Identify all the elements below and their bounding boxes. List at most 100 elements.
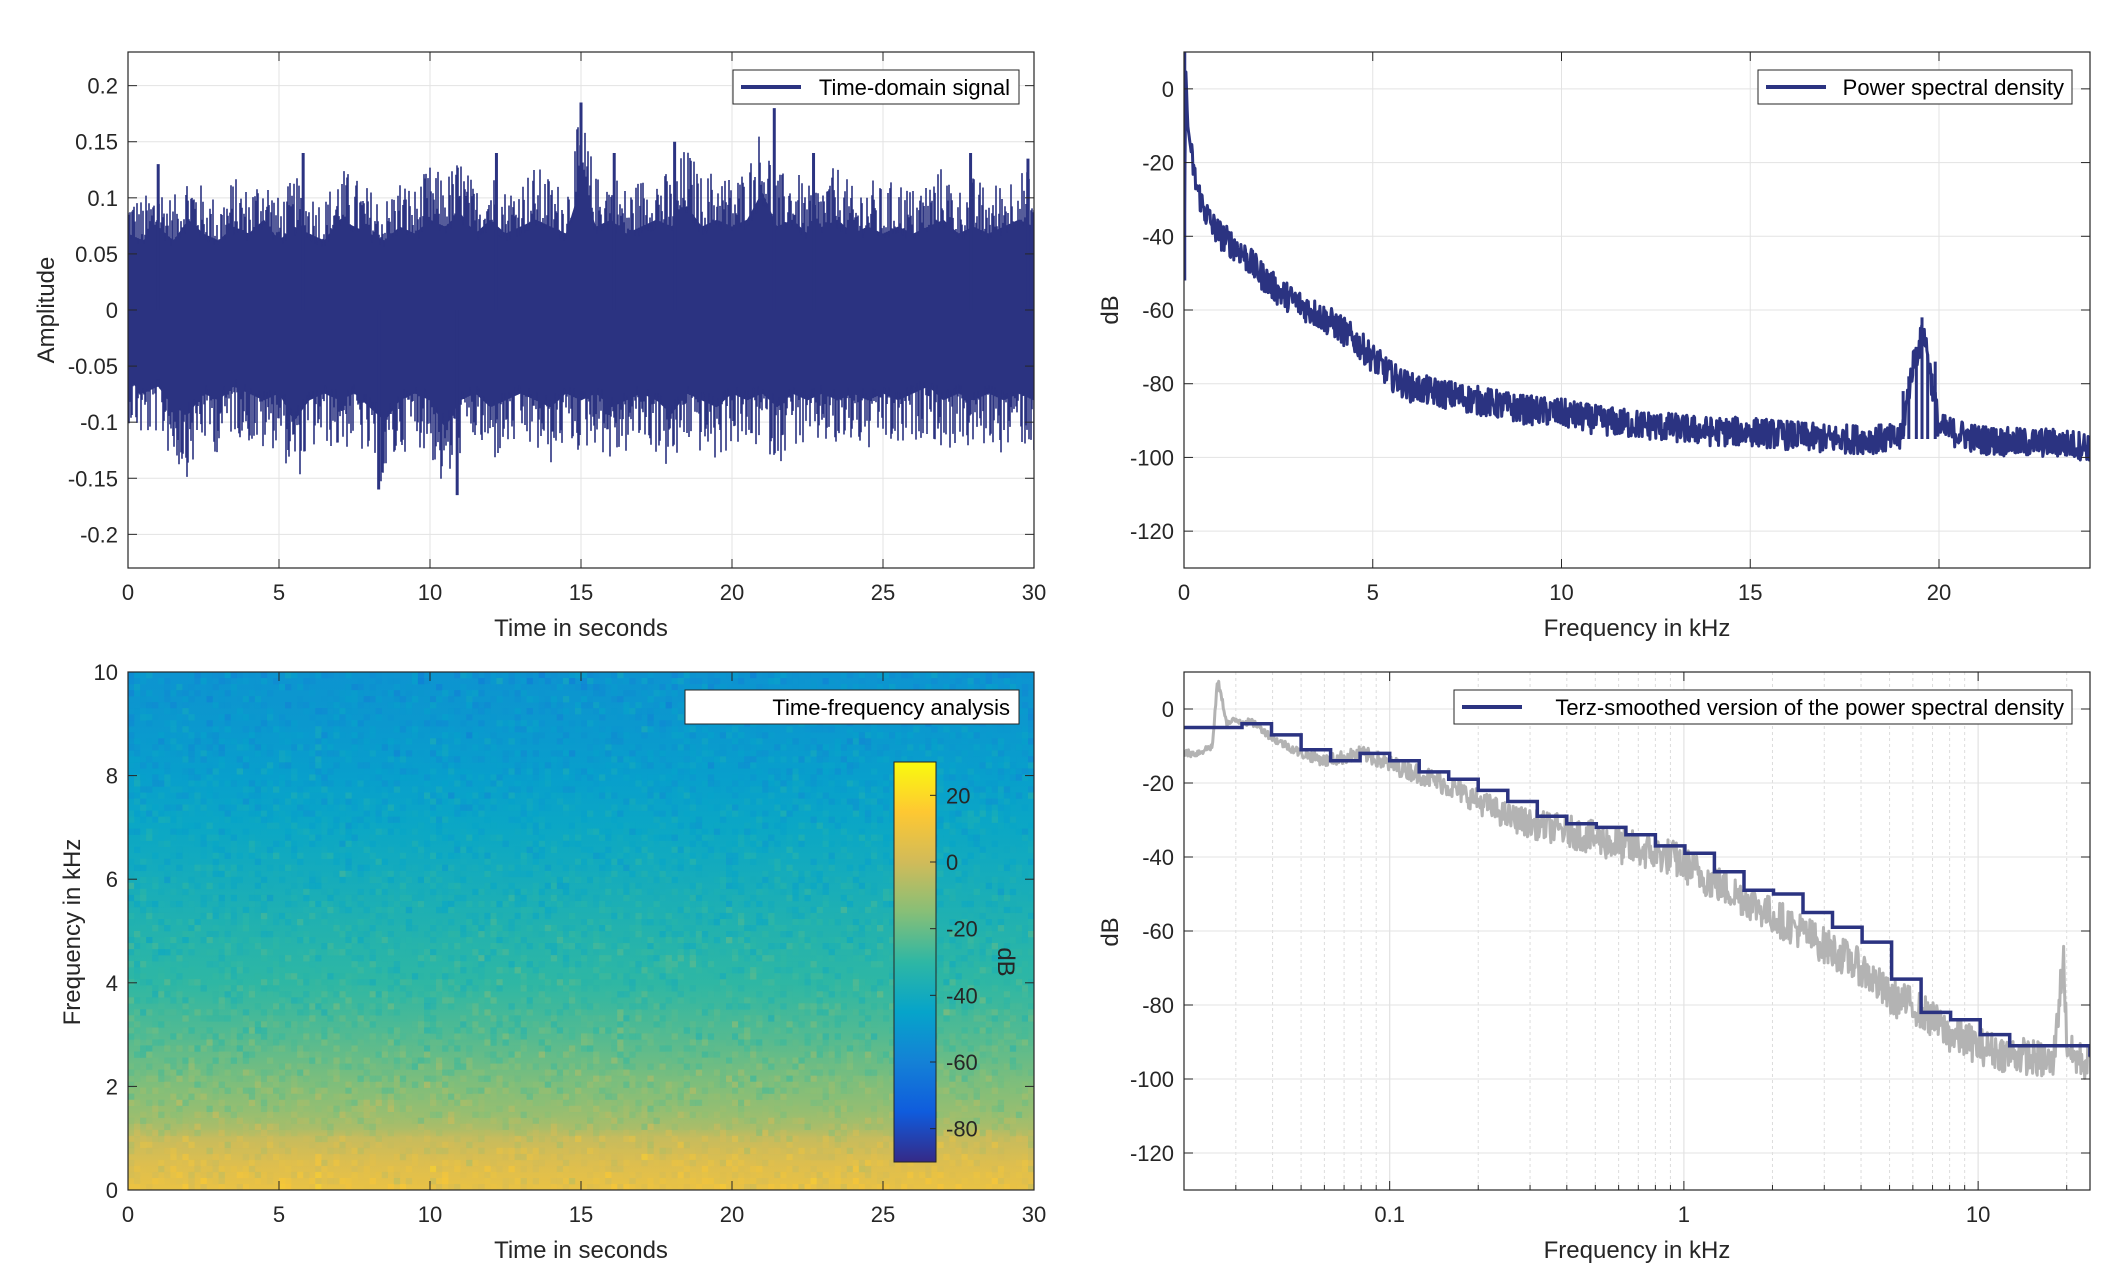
spectrogram-cell: [526, 919, 533, 926]
spectrogram-cell: [297, 919, 304, 926]
spectrogram-cell: [176, 1033, 183, 1040]
spectrogram-cell: [997, 726, 1005, 733]
spectrogram-cell: [218, 900, 225, 908]
spectrogram-cell: [641, 708, 648, 715]
spectrogram-cell: [840, 1063, 847, 1070]
spectrogram-cell: [532, 732, 539, 739]
spectrogram-cell: [979, 967, 986, 974]
spectrogram-cell: [581, 979, 588, 986]
spectrogram-cell: [629, 1027, 636, 1034]
spectrogram-cell: [260, 846, 268, 853]
y-tick-label: -120: [1130, 519, 1174, 544]
spectrogram-cell: [587, 967, 594, 974]
spectrogram-cell: [967, 919, 974, 926]
spectrogram-cell: [762, 1003, 769, 1010]
spectrogram-cell: [375, 810, 382, 817]
spectrogram-cell: [689, 882, 696, 890]
spectrogram-cell: [327, 900, 334, 908]
spectrogram-cell: [538, 834, 545, 841]
spectrogram-cell: [804, 804, 811, 811]
spectrogram-cell: [629, 1003, 636, 1010]
spectrogram-cell: [840, 840, 847, 847]
spectrogram-cell: [719, 732, 727, 739]
spectrogram-cell: [460, 756, 467, 763]
spectrogram-cell: [713, 1051, 721, 1058]
spectrogram-cell: [417, 1057, 425, 1064]
spectrogram-cell: [605, 979, 612, 986]
spectrogram-cell: [550, 979, 558, 986]
spectrogram-cell: [792, 906, 799, 914]
spectrogram-cell: [230, 798, 237, 805]
spectrogram-cell: [466, 726, 473, 733]
spectrogram-cell: [532, 997, 539, 1004]
spectrogram-cell: [206, 768, 213, 775]
spectrogram-cell: [810, 1003, 817, 1010]
spectrogram-cell: [744, 1027, 751, 1034]
spectrogram-cell: [363, 744, 370, 751]
spectrogram-cell: [351, 684, 358, 691]
spectrogram-cell: [411, 1033, 419, 1040]
spectrogram-cell: [943, 858, 950, 865]
spectrogram-cell: [780, 955, 787, 962]
spectrogram-cell: [430, 1039, 437, 1046]
spectrogram-cell: [466, 732, 473, 739]
spectrogram-cell: [798, 756, 805, 763]
spectrogram-cell: [858, 955, 866, 962]
spectrogram-cell: [369, 1003, 376, 1010]
spectrogram-cell: [623, 973, 630, 980]
spectrogram-cell: [200, 834, 207, 841]
spectrogram-cell: [762, 888, 769, 896]
spectrogram-cell: [218, 678, 225, 685]
spectrogram-cell: [478, 804, 485, 811]
spectrogram-cell: [544, 780, 552, 787]
spectrogram-cell: [810, 912, 817, 920]
spectrogram-cell: [520, 973, 527, 980]
spectrogram-cell: [701, 780, 709, 787]
spectrogram-cell: [1003, 672, 1011, 679]
spectrogram-cell: [864, 1033, 872, 1040]
spectrogram-cell: [877, 1051, 884, 1058]
spectrogram-cell: [363, 979, 370, 986]
spectrogram-cell: [339, 810, 346, 817]
spectrogram-cell: [484, 888, 491, 896]
spectrogram-cell: [756, 919, 763, 926]
spectrogram-cell: [430, 720, 437, 727]
spectrogram-cell: [297, 702, 304, 709]
spectrogram-cell: [810, 726, 817, 733]
spectrogram-cell: [647, 762, 654, 769]
spectrogram-cell: [671, 672, 678, 679]
spectrogram-cell: [212, 906, 219, 914]
spectrogram-cell: [544, 925, 552, 932]
spectrogram-cell: [544, 931, 552, 938]
spectrogram-cell: [387, 690, 394, 697]
spectrogram-cell: [526, 828, 533, 835]
spectrogram-cell: [200, 900, 207, 908]
spectrogram-cell: [1009, 822, 1017, 829]
spectrogram-cell: [351, 1033, 358, 1040]
spectrogram-cell: [218, 967, 225, 974]
spectrogram-cell: [762, 949, 769, 956]
spectrogram-cell: [279, 961, 286, 968]
spectrogram-cell: [629, 864, 636, 871]
spectrogram-cell: [562, 949, 570, 956]
spectrogram-cell: [877, 732, 884, 739]
spectrogram-cell: [405, 1063, 413, 1070]
spectrogram-cell: [568, 967, 576, 974]
spectrogram-cell: [242, 834, 250, 841]
spectrogram-cell: [454, 967, 461, 974]
spectrogram-cell: [454, 798, 461, 805]
spectrogram-cell: [430, 702, 437, 709]
spectrogram-cell: [834, 985, 841, 992]
spectrogram-cell: [707, 906, 715, 914]
spectrogram-cell: [315, 672, 322, 679]
spectrogram-cell: [399, 888, 407, 896]
spectrogram-cell: [943, 870, 950, 878]
spectrogram-cell: [943, 985, 950, 992]
spectrogram-cell: [701, 726, 709, 733]
spectrogram-cell: [744, 852, 751, 859]
spectrogram-cell: [472, 732, 479, 739]
spectrogram-cell: [973, 786, 980, 793]
spectrogram-cell: [309, 834, 316, 841]
spectrogram-cell: [786, 906, 793, 914]
spectrogram-cell: [943, 846, 950, 853]
